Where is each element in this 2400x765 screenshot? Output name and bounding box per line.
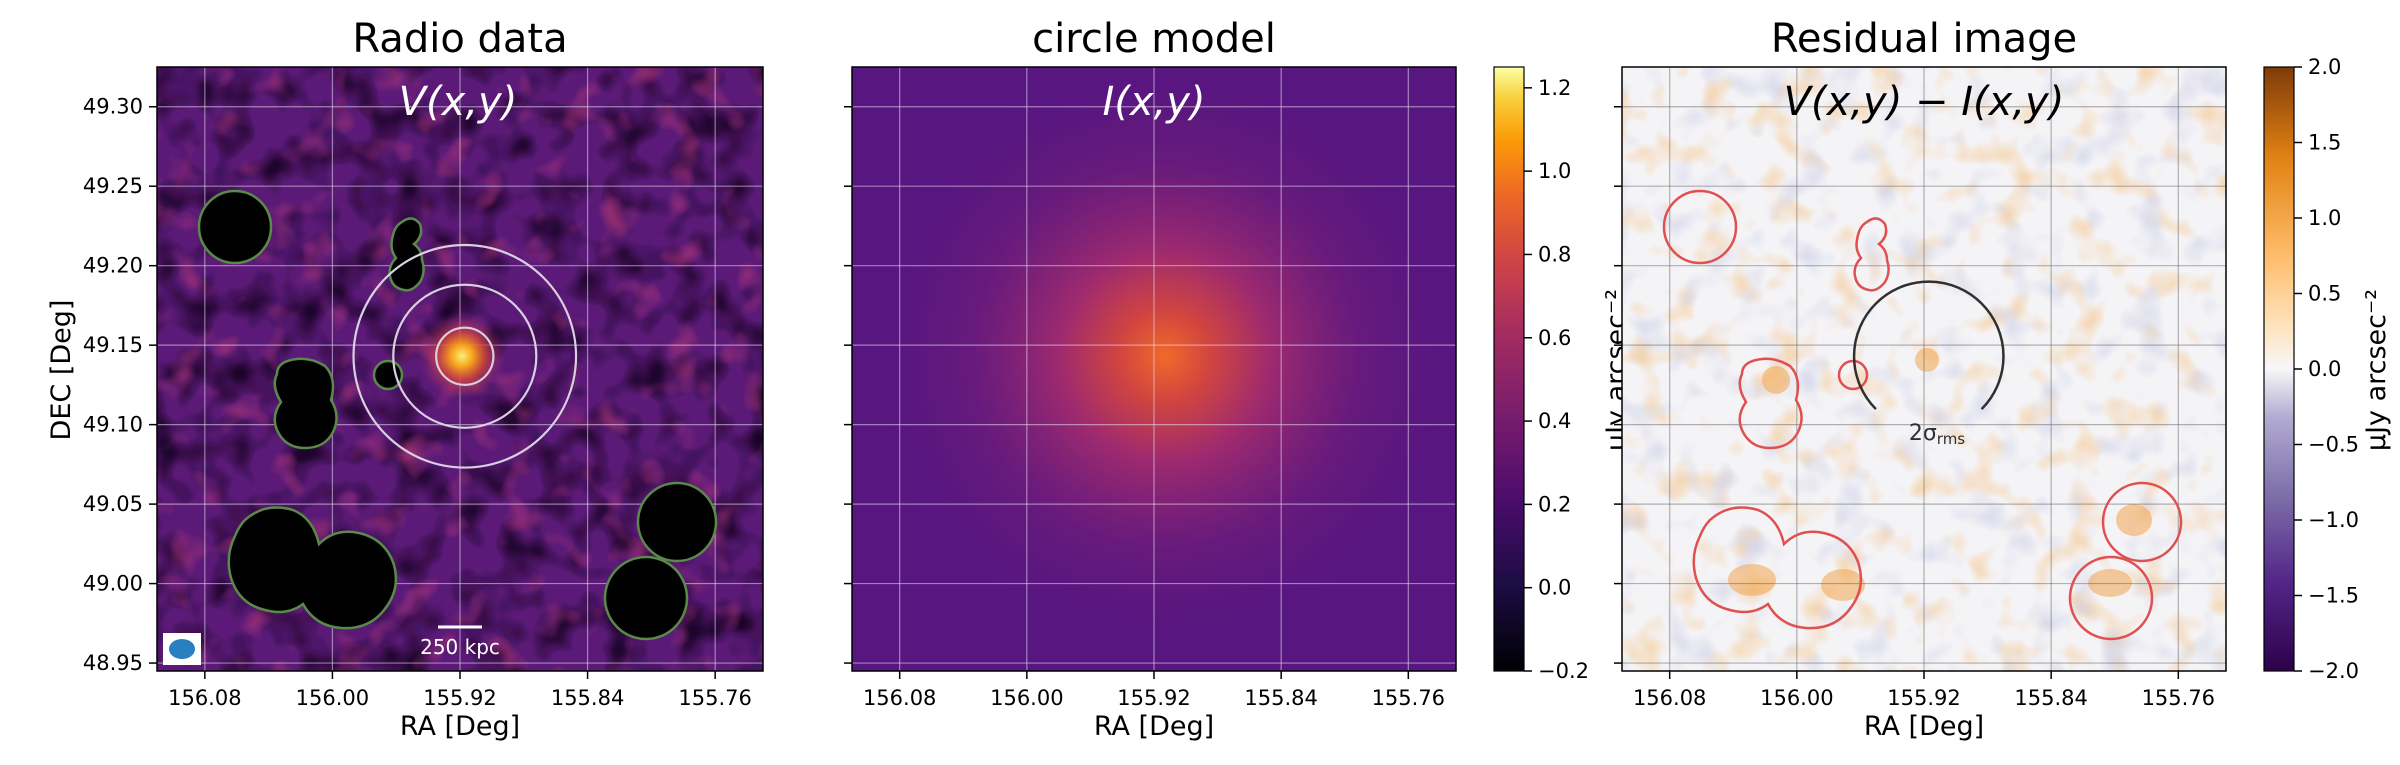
mask-outline (1662, 189, 1738, 265)
radio-xlabel: RA [Deg] (400, 711, 520, 742)
mask-source (197, 189, 273, 265)
colorbar-tick-label: −0.2 (1538, 659, 1589, 683)
residual-features (1728, 348, 2152, 601)
x-tick-label: 155.76 (2142, 686, 2215, 710)
colorbar-tick-label: 0.5 (2308, 282, 2341, 306)
x-tick-label: 156.00 (990, 686, 1063, 710)
model-formula: I(x,y) (1102, 79, 1205, 125)
x-tick-label: 155.92 (1117, 686, 1190, 710)
y-tick-label: 49.20 (83, 254, 143, 278)
aperture-ring (435, 326, 495, 386)
y-tick-label: 49.30 (83, 95, 143, 119)
scalebar-label: 250 kpc (420, 635, 500, 659)
model-glow (865, 67, 1456, 656)
x-tick-label: 155.92 (423, 686, 496, 710)
x-tick-label: 155.84 (2014, 686, 2087, 710)
mask-outline (1853, 217, 1890, 292)
x-tick-label: 156.08 (1633, 686, 1706, 710)
radio-rings (352, 243, 578, 469)
beam-ellipse (169, 639, 195, 659)
model-panel-title: circle model (1032, 16, 1276, 62)
x-tick-label: 156.08 (863, 686, 936, 710)
radio-masks (197, 189, 718, 641)
residual-blob (1728, 564, 1776, 596)
y-tick-label: 49.15 (83, 333, 143, 357)
sigma-circle (1852, 280, 2005, 410)
residual-colorbar-gradient (2263, 66, 2295, 672)
aperture-ring (352, 243, 578, 469)
model-xlabel: RA [Deg] (1094, 711, 1214, 742)
model-y-ticks (844, 105, 852, 664)
radio-x-ticks: 156.08 156.00 155.92 155.84 155.76 (168, 671, 752, 710)
colorbar-tick-label: 0.6 (1538, 326, 1571, 350)
y-tick-label: 48.95 (83, 651, 143, 675)
residual-panel-title: Residual image (1771, 16, 2077, 62)
aperture-ring (392, 283, 538, 429)
mask-outline (1692, 506, 1863, 630)
colorbar-tick-label: 1.2 (1538, 76, 1571, 100)
x-tick-label: 155.84 (1244, 686, 1317, 710)
colorbar-tick-label: 1.0 (1538, 159, 1571, 183)
y-tick-label: 49.10 (83, 413, 143, 437)
radio-formula: V(x,y) (399, 79, 518, 125)
colorbar-tick-label: 0.0 (1538, 576, 1571, 600)
colorbar-tick-label: 0.8 (1538, 242, 1571, 266)
residual-blob (2116, 504, 2152, 536)
colorbar-tick-label: 0.4 (1538, 409, 1571, 433)
model-colorbar: 1.21.00.80.60.40.20.0−0.2 μJy arcsec⁻² (1493, 66, 1632, 683)
radio-y-ticks: 49.30 49.25 49.20 49.15 49.10 49.05 49.00 48.95 (83, 95, 157, 675)
residual-blob (1821, 569, 1865, 601)
mask-outline (2068, 555, 2154, 641)
residual-colorbar: 2.0 1.5 1.0 0.5 0.0 −0.5 −1.0 −1.5 −2.0 μJy arcs… (2263, 55, 2392, 683)
radio-panel: Radio data 250 kpc V(x,y) 156.0 (46, 16, 764, 742)
model-grid (852, 67, 1456, 671)
mask-source (227, 506, 398, 630)
mask-source (372, 359, 404, 391)
model-colorbar-gradient (1493, 66, 1525, 672)
model-x-ticks: 156.08 156.00 155.92 155.84 155.76 (863, 671, 1445, 710)
residual-panel: Residual image (1614, 16, 2227, 742)
model-colorbar-ticks: 1.2 1.0 0.8 0.6 0.4 0.2 0.0 −0.2 (1524, 76, 1589, 683)
residual-blob (1915, 348, 1939, 372)
colorbar-tick-label: −2.0 (2308, 659, 2359, 683)
colorbar-tick-label: 0.0 (2308, 357, 2341, 381)
y-tick-label: 49.25 (83, 174, 143, 198)
x-tick-label: 156.00 (1760, 686, 1833, 710)
sigma-label: 2σrms (1909, 421, 1965, 448)
mask-outline (1738, 357, 1803, 450)
residual-colorbar-ticks: 2.0 1.5 1.0 0.5 0.0 −0.5 −1.0 −1.5 −2.0 (2294, 55, 2359, 683)
colorbar-tick-label: −1.5 (2308, 584, 2359, 608)
colorbar-tick-label: 1.5 (2308, 131, 2341, 155)
radio-ylabel: DEC [Deg] (46, 300, 77, 441)
colorbar-tick-label: 1.0 (2308, 206, 2341, 230)
y-tick-label: 49.05 (83, 492, 143, 516)
mask-source (388, 217, 425, 292)
residual-blob (2088, 569, 2132, 597)
x-tick-label: 156.08 (168, 686, 241, 710)
x-tick-label: 155.76 (678, 686, 751, 710)
mask-source (603, 555, 689, 641)
x-tick-label: 156.00 (296, 686, 369, 710)
mask-source (636, 481, 718, 563)
colorbar-tick-label: −0.5 (2308, 433, 2359, 457)
mask-outline (2101, 481, 2183, 563)
residual-formula: V(x,y) − I(x,y) (1784, 79, 2065, 125)
model-panel: circle model I(x,y) 156.08 156.00 155.92 15… (844, 16, 1457, 742)
x-tick-label: 155.92 (1887, 686, 1960, 710)
residual-x-ticks: 156.08 156.00 155.92 155.84 155.76 (1633, 671, 2215, 710)
colorbar-tick-label: 0.2 (1538, 492, 1571, 516)
mask-source (273, 357, 338, 450)
x-tick-label: 155.84 (551, 686, 624, 710)
residual-blob (1762, 366, 1790, 394)
residual-grid (1622, 67, 2226, 671)
residual-xlabel: RA [Deg] (1864, 711, 1984, 742)
radio-panel-title: Radio data (352, 16, 567, 62)
colorbar-tick-label: −1.0 (2308, 508, 2359, 532)
residual-y-ticks (1614, 105, 1622, 664)
residual-colorbar-label: μJy arcsec⁻² (2361, 289, 2392, 451)
colorbar-tick-label: 2.0 (2308, 55, 2341, 79)
x-tick-label: 155.76 (1372, 686, 1445, 710)
y-tick-label: 49.00 (83, 572, 143, 596)
